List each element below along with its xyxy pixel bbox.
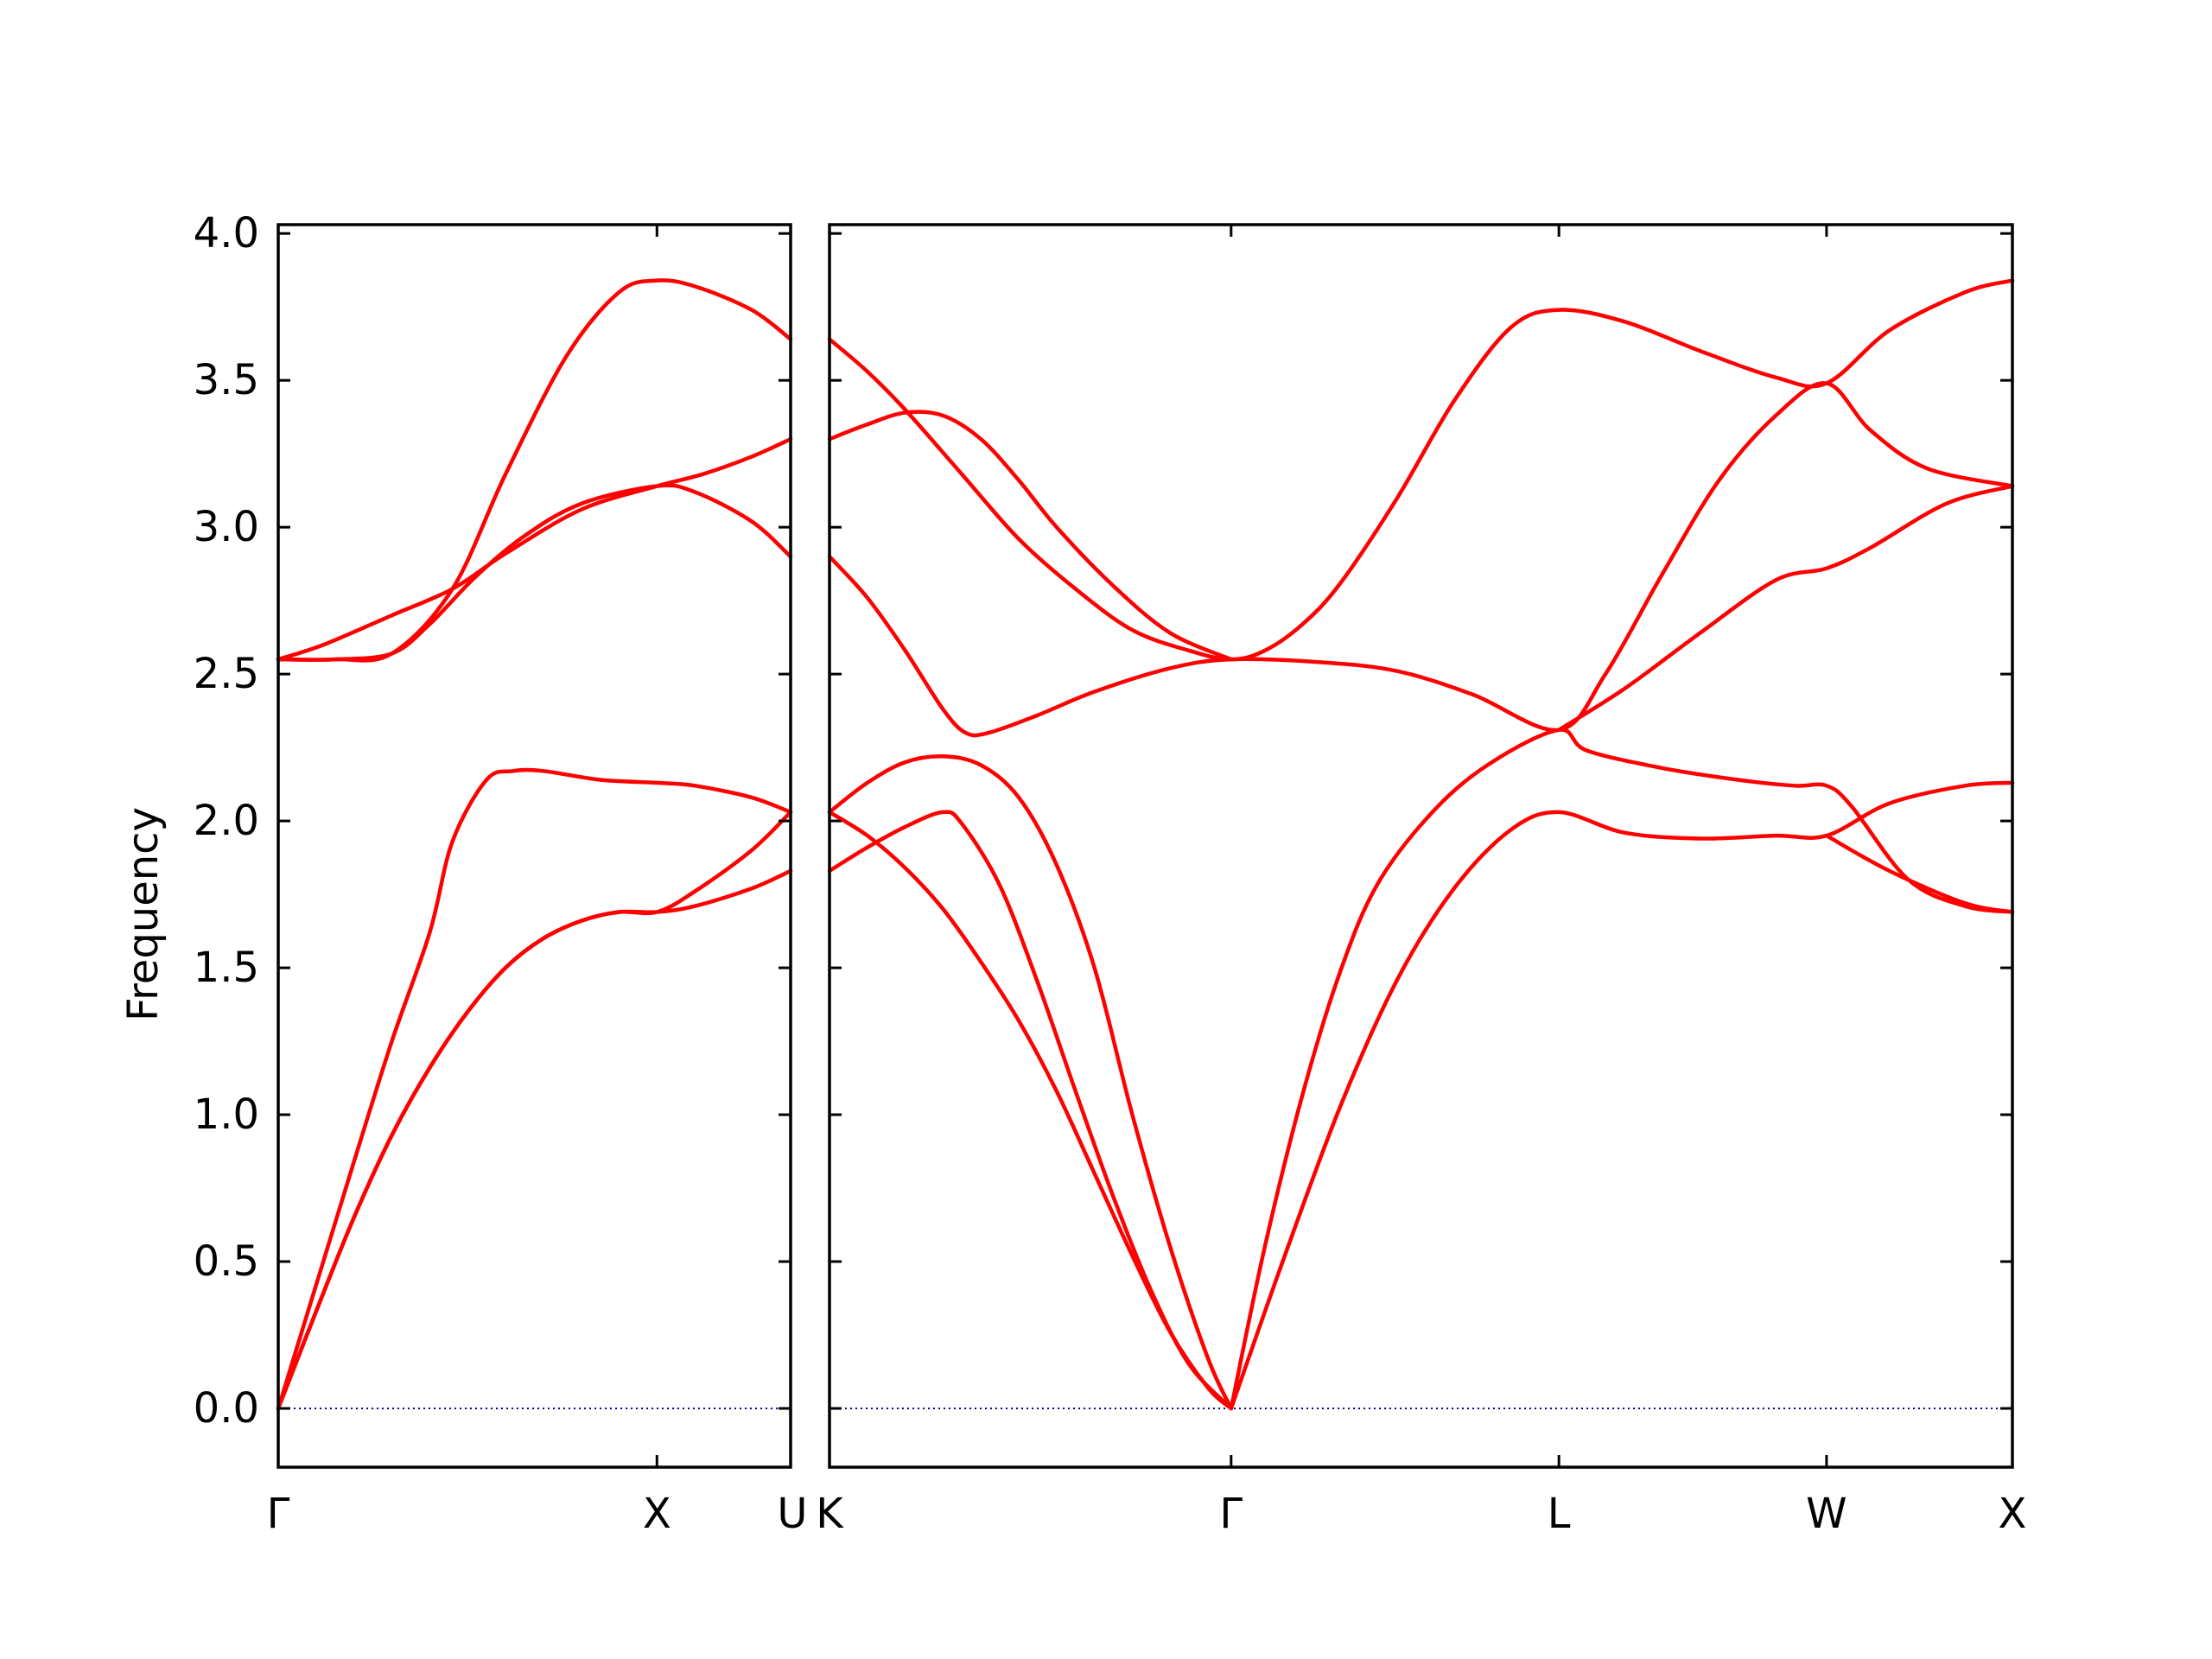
y-axis-title: Frequency [119, 807, 168, 1021]
x-tick-label: X [1999, 1490, 2027, 1538]
band-line [827, 278, 2015, 662]
band-line [827, 410, 1234, 662]
y-tick-label: 4.0 [194, 209, 259, 257]
band-line [827, 381, 2015, 738]
band-line [276, 436, 793, 662]
band-line [827, 810, 1234, 1411]
y-tick-label: 2.0 [194, 797, 259, 845]
x-tick-label: X [643, 1490, 671, 1538]
y-tick-label: 1.0 [194, 1090, 259, 1139]
band-line [827, 753, 1234, 1411]
plot-frame [828, 223, 2014, 1469]
band-line [1556, 484, 2015, 732]
x-tick-label: K [816, 1490, 844, 1538]
y-tick-label: 2.5 [194, 650, 259, 698]
y-tick-label: 0.5 [194, 1237, 259, 1286]
y-tick-label: 1.5 [194, 944, 259, 992]
band-line [827, 810, 1234, 1411]
x-tick-label: Γ [267, 1490, 290, 1538]
y-tick-label: 0.0 [194, 1384, 259, 1433]
band-line [276, 767, 793, 1411]
band-line [276, 868, 793, 1411]
x-tick-label: Γ [1219, 1490, 1243, 1538]
y-tick-label: 3.0 [194, 503, 259, 551]
panel-gamma-x-u: 0.0 0.5 1.0 1.5 2.0 2.5 3.0 3.5 4.0 Γ X U [194, 209, 808, 1538]
band-line [1824, 833, 2015, 914]
x-tick-label: U [777, 1490, 807, 1538]
y-tick-label: 3.5 [194, 356, 259, 404]
x-tick-label: L [1548, 1490, 1571, 1538]
band-line [1229, 780, 2015, 1411]
x-tick-label: W [1806, 1490, 1847, 1538]
plot-frame [276, 223, 792, 1469]
band-line [276, 483, 793, 662]
band-line [276, 810, 793, 1411]
